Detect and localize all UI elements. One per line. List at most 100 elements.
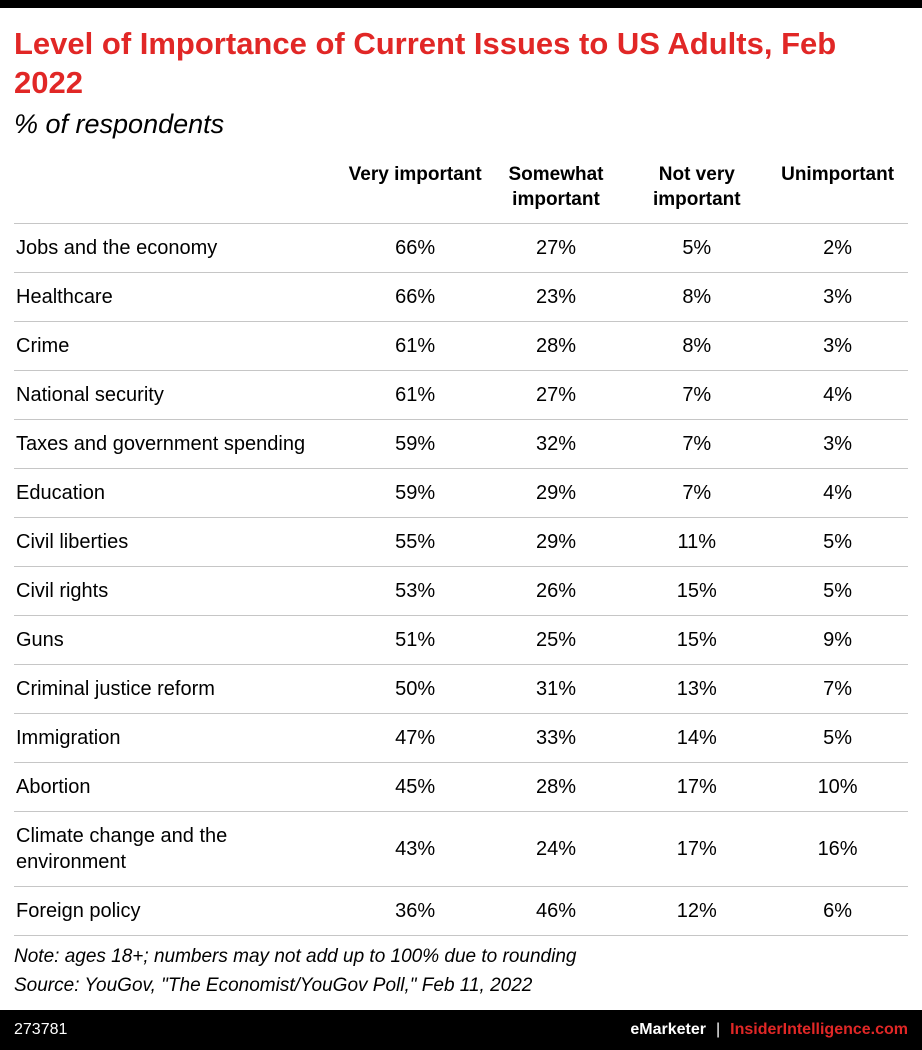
value-cell: 33% <box>485 713 627 763</box>
value-cell: 29% <box>485 468 627 518</box>
value-cell: 3% <box>767 272 908 322</box>
value-cell: 3% <box>767 321 908 371</box>
table-row: Crime 61% 28% 8% 3% <box>14 321 908 371</box>
value-cell: 50% <box>344 664 486 714</box>
header-row: Very important Somewhat important Not ve… <box>14 160 908 224</box>
value-cell: 61% <box>344 321 486 371</box>
top-black-bar <box>0 0 922 8</box>
value-cell: 5% <box>626 223 768 273</box>
value-cell: 4% <box>767 370 908 420</box>
row-label: Abortion <box>14 762 345 812</box>
value-cell: 45% <box>344 762 486 812</box>
row-label: Climate change and the environment <box>14 811 345 887</box>
row-label: Civil rights <box>14 566 345 616</box>
value-cell: 66% <box>344 272 486 322</box>
row-label: Taxes and government spending <box>14 419 345 469</box>
row-label: Jobs and the economy <box>14 223 345 273</box>
table-row: Guns 51% 25% 15% 9% <box>14 615 908 665</box>
value-cell: 15% <box>626 566 768 616</box>
insider-intelligence-wordmark: InsiderIntelligence.com <box>730 1021 908 1038</box>
value-cell: 25% <box>485 615 627 665</box>
chart-subtitle: % of respondents <box>14 108 225 139</box>
value-cell: 7% <box>626 370 768 420</box>
column-header-very-important: Very important <box>348 163 482 185</box>
value-cell: 47% <box>344 713 486 763</box>
value-cell: 7% <box>626 468 768 518</box>
row-label: Healthcare <box>14 272 345 322</box>
value-cell: 28% <box>485 321 627 371</box>
table-row: Criminal justice reform 50% 31% 13% 7% <box>14 664 908 714</box>
row-label: Civil liberties <box>14 517 345 567</box>
chart-content: Level of Importance of Current Issues to… <box>0 8 922 1010</box>
value-cell: 8% <box>626 321 768 371</box>
value-cell: 24% <box>485 811 627 887</box>
value-cell: 11% <box>626 517 768 567</box>
value-cell: 12% <box>626 886 768 936</box>
value-cell: 16% <box>767 811 908 887</box>
value-cell: 5% <box>767 566 908 616</box>
value-cell: 46% <box>485 886 627 936</box>
value-cell: 8% <box>626 272 768 322</box>
table-body: Jobs and the economy 66% 27% 5% 2% Healthcare… <box>14 223 908 936</box>
value-cell: 61% <box>344 370 486 420</box>
value-cell: 2% <box>767 223 908 273</box>
value-cell: 27% <box>485 223 627 273</box>
column-header-somewhat-important: Somewhat important <box>508 163 604 211</box>
row-label: Foreign policy <box>14 886 345 936</box>
emarketer-wordmark: eMarketer <box>630 1021 707 1038</box>
value-cell: 3% <box>767 419 908 469</box>
value-cell: 66% <box>344 223 486 273</box>
column-header-not-very-important: Not very important <box>652 163 741 211</box>
data-table: Very important Somewhat important Not ve… <box>14 160 908 936</box>
value-cell: 43% <box>344 811 486 887</box>
value-cell: 51% <box>344 615 486 665</box>
row-label: Immigration <box>14 713 345 763</box>
table-row: Civil liberties 55% 29% 11% 5% <box>14 517 908 567</box>
value-cell: 55% <box>344 517 486 567</box>
table-row: Healthcare 66% 23% 8% 3% <box>14 272 908 322</box>
table-row: Abortion 45% 28% 17% 10% <box>14 762 908 812</box>
table-row: Foreign policy 36% 46% 12% 6% <box>14 886 908 936</box>
value-cell: 14% <box>626 713 768 763</box>
value-cell: 7% <box>626 419 768 469</box>
table-row: Climate change and the environment 43% 24%… <box>14 811 908 887</box>
chart-title: Level of Importance of Current Issues to… <box>14 26 837 101</box>
value-cell: 5% <box>767 517 908 567</box>
table-row: Immigration 47% 33% 14% 5% <box>14 713 908 763</box>
note-text: Note: ages 18+; numbers may not add up t… <box>14 946 577 967</box>
row-label: Criminal justice reform <box>14 664 345 714</box>
table-row: National security 61% 27% 7% 4% <box>14 370 908 420</box>
value-cell: 9% <box>767 615 908 665</box>
value-cell: 15% <box>626 615 768 665</box>
chart-notes: Note: ages 18+; numbers may not add up t… <box>14 936 908 1010</box>
value-cell: 36% <box>344 886 486 936</box>
value-cell: 23% <box>485 272 627 322</box>
value-cell: 6% <box>767 886 908 936</box>
value-cell: 28% <box>485 762 627 812</box>
value-cell: 4% <box>767 468 908 518</box>
footer-divider: | <box>716 1021 721 1038</box>
footer-branding: eMarketer | InsiderIntelligence.com <box>630 1021 908 1039</box>
row-label: Crime <box>14 321 345 371</box>
value-cell: 13% <box>626 664 768 714</box>
table-row: Jobs and the economy 66% 27% 5% 2% <box>14 223 908 273</box>
value-cell: 31% <box>485 664 627 714</box>
value-cell: 59% <box>344 419 486 469</box>
value-cell: 26% <box>485 566 627 616</box>
column-header-unimportant: Unimportant <box>781 163 895 185</box>
value-cell: 17% <box>626 811 768 887</box>
value-cell: 27% <box>485 370 627 420</box>
value-cell: 29% <box>485 517 627 567</box>
table-row: Taxes and government spending 59% 32% 7% 3% <box>14 419 908 469</box>
value-cell: 10% <box>767 762 908 812</box>
table-row: Civil rights 53% 26% 15% 5% <box>14 566 908 616</box>
value-cell: 7% <box>767 664 908 714</box>
footer-bar: 273781 eMarketer | InsiderIntelligence.c… <box>0 1010 922 1050</box>
value-cell: 59% <box>344 468 486 518</box>
row-label: Guns <box>14 615 345 665</box>
table-row: Education 59% 29% 7% 4% <box>14 468 908 518</box>
row-label-header <box>14 160 345 224</box>
value-cell: 5% <box>767 713 908 763</box>
value-cell: 17% <box>626 762 768 812</box>
